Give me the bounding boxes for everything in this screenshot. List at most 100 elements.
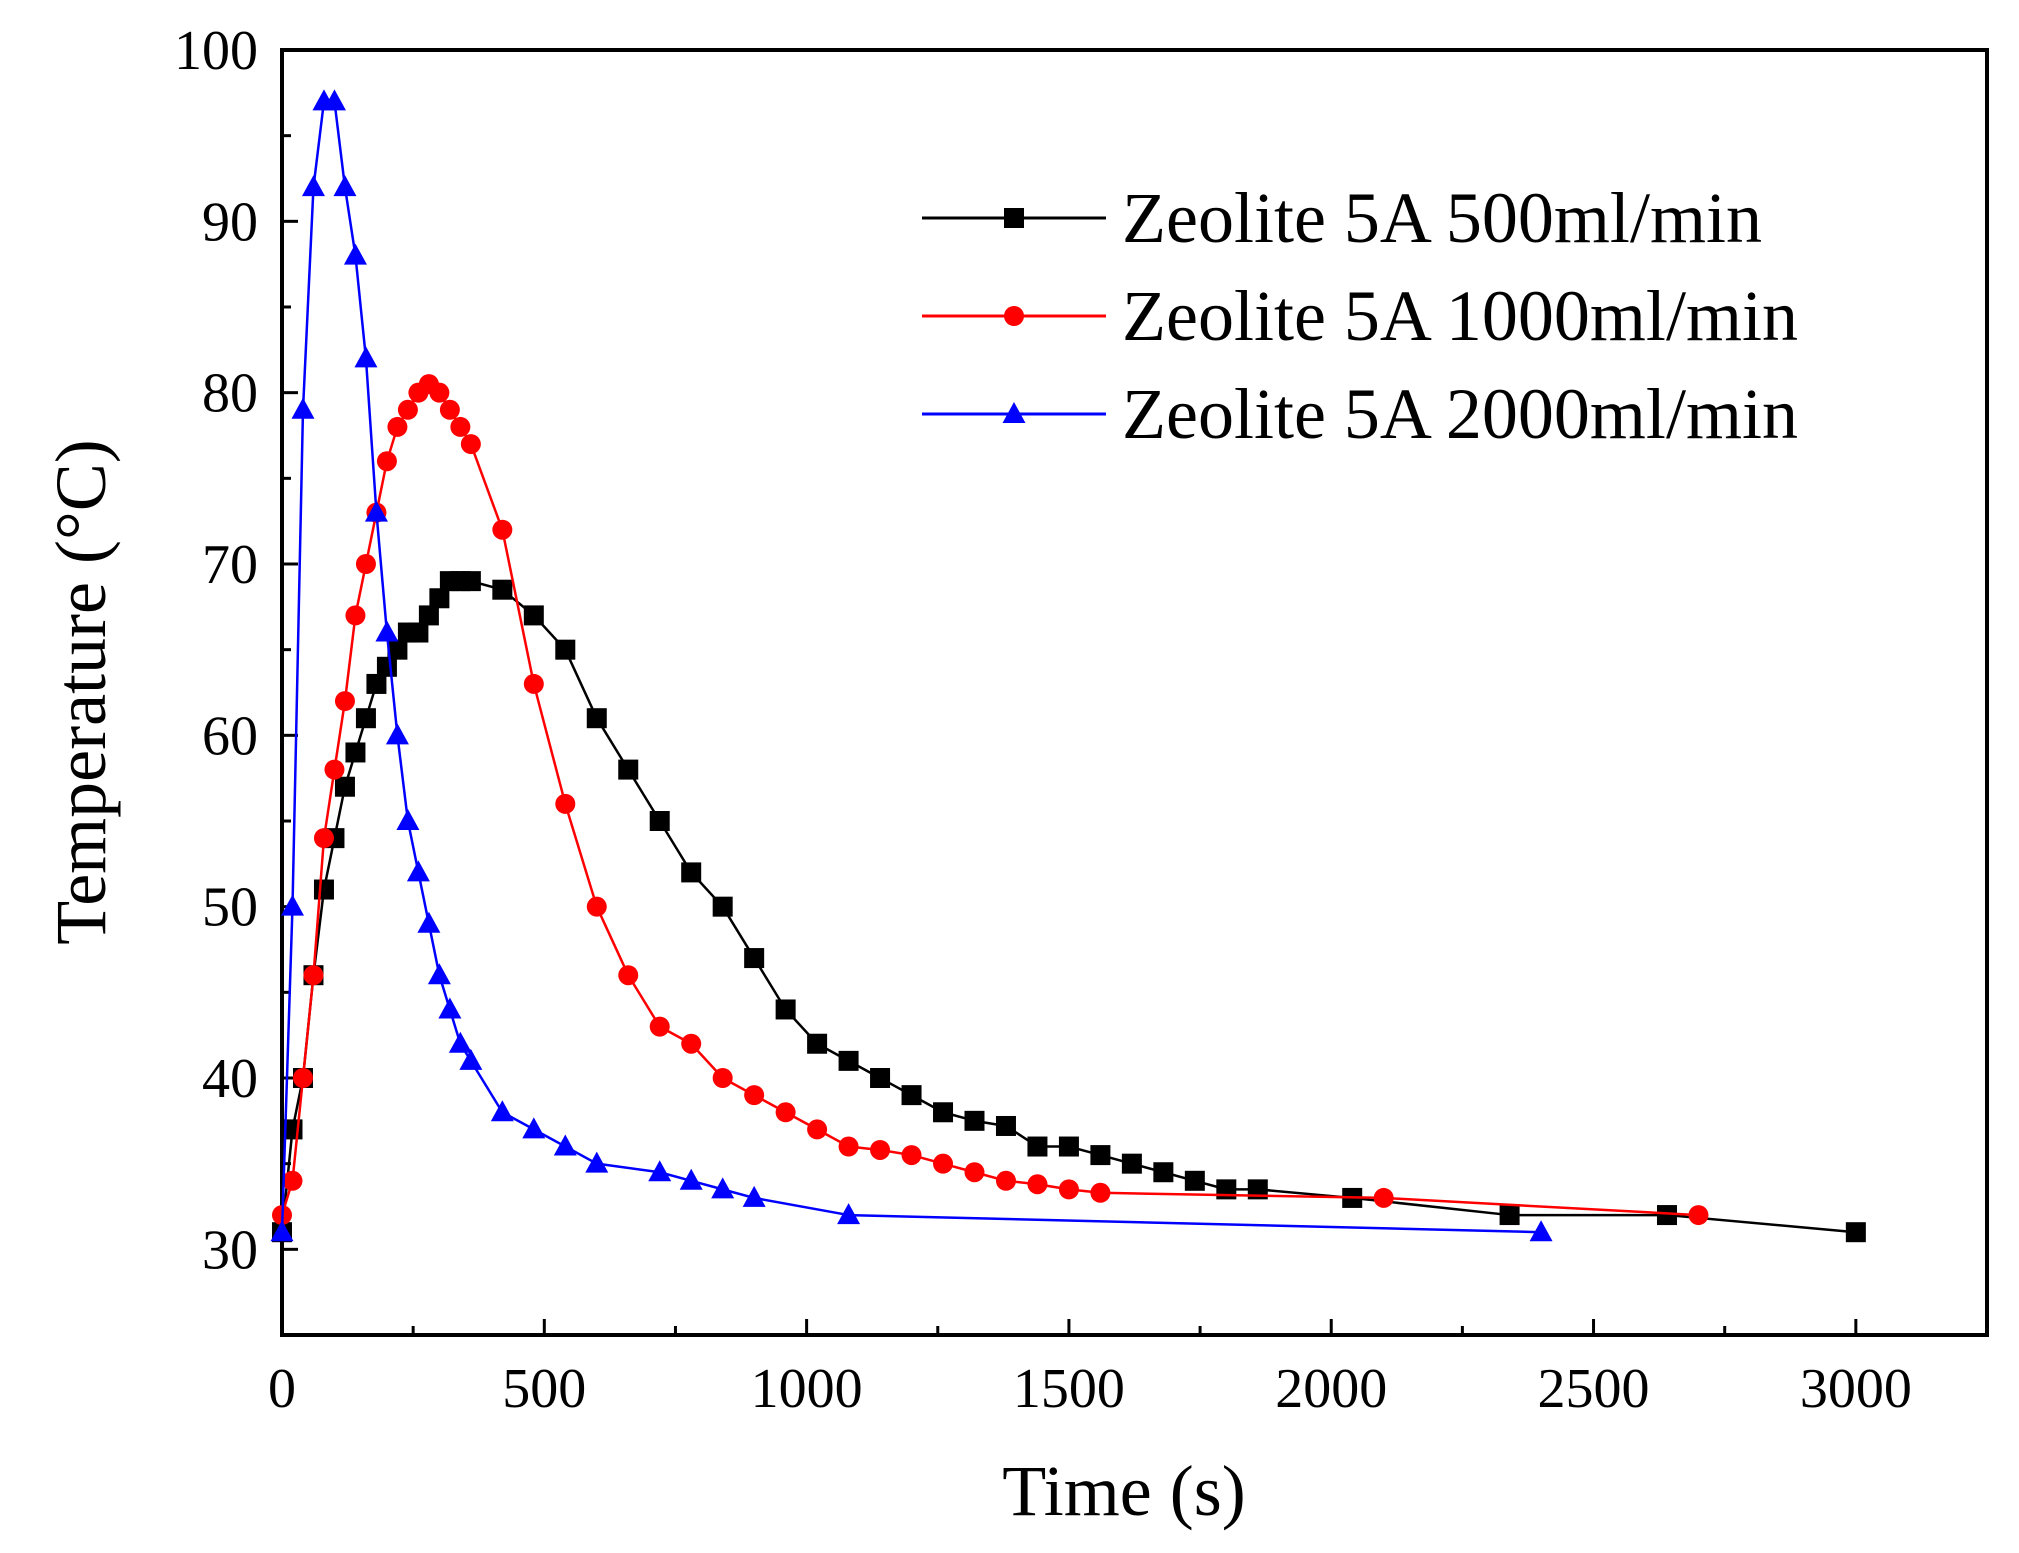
legend: Zeolite 5A 500ml/min Zeolite 5A 1000ml/mi… — [922, 178, 1798, 454]
data-point — [711, 1177, 735, 1199]
data-point — [1121, 1153, 1142, 1174]
data-point — [354, 346, 378, 368]
data-point — [870, 1068, 891, 1088]
series-1000ml — [272, 374, 1709, 1226]
data-point — [901, 1085, 922, 1106]
y-tick-label: 30 — [202, 1219, 258, 1281]
x-tick-label: 1500 — [1013, 1358, 1125, 1420]
data-point — [775, 999, 796, 1020]
data-point — [807, 1119, 828, 1140]
axis-ticks: 0 500 1000 1500 2000 2500 3000 30 40 50 60 70 80 90 10… — [174, 20, 1912, 1420]
data-point — [553, 1134, 577, 1156]
y-tick-label: 90 — [202, 191, 258, 253]
legend-label: Zeolite 5A 1000ml/min — [1122, 276, 1798, 356]
x-tick-label: 2000 — [1275, 1358, 1387, 1420]
data-point — [292, 1068, 313, 1088]
data-point — [1656, 1205, 1677, 1226]
data-point — [492, 519, 513, 540]
data-point — [460, 434, 481, 455]
data-point — [490, 1100, 514, 1122]
data-point — [681, 1033, 702, 1054]
data-point — [492, 579, 513, 600]
x-tick-label: 1000 — [751, 1358, 863, 1420]
data-point — [1373, 1187, 1394, 1208]
data-point — [406, 860, 430, 882]
data-point — [933, 1102, 954, 1123]
legend-item-500ml: Zeolite 5A 500ml/min — [922, 178, 1762, 258]
series-layer — [270, 89, 1866, 1243]
data-point — [282, 1170, 303, 1191]
data-point — [1184, 1170, 1205, 1191]
data-point — [744, 948, 765, 969]
data-point — [742, 1185, 766, 1207]
data-point — [270, 1220, 294, 1242]
data-point — [1058, 1179, 1079, 1200]
data-point — [1845, 1222, 1866, 1243]
data-point — [522, 1117, 546, 1139]
data-point — [1027, 1174, 1048, 1195]
data-point — [618, 965, 639, 986]
series-500ml — [272, 571, 1866, 1243]
data-point — [355, 708, 376, 729]
data-point — [364, 500, 388, 522]
data-point — [523, 673, 544, 694]
data-point — [837, 1203, 861, 1225]
data-point — [585, 1151, 609, 1173]
data-point — [429, 382, 450, 403]
series-line — [280, 382, 1699, 1217]
data-point — [324, 759, 345, 780]
data-point — [355, 554, 376, 574]
data-point — [322, 89, 346, 111]
data-point — [460, 571, 481, 592]
data-point — [345, 605, 366, 626]
data-point — [313, 828, 334, 849]
data-point — [775, 1102, 796, 1123]
data-point — [744, 1085, 765, 1106]
data-point — [681, 862, 702, 883]
data-point — [586, 896, 607, 917]
series-2000ml — [270, 89, 1553, 1242]
data-point — [712, 896, 733, 917]
data-point — [301, 175, 325, 197]
data-point — [1058, 1136, 1079, 1157]
data-point — [807, 1033, 828, 1054]
data-point — [838, 1050, 859, 1071]
data-point — [648, 1160, 672, 1182]
data-point — [995, 1170, 1016, 1191]
data-point — [429, 588, 450, 609]
legend-label: Zeolite 5A 500ml/min — [1122, 178, 1762, 258]
data-point — [376, 656, 397, 677]
data-point — [964, 1162, 985, 1183]
legend-marker — [1004, 208, 1024, 228]
data-point — [417, 911, 441, 933]
data-point — [303, 965, 324, 986]
data-point — [387, 416, 408, 437]
data-point — [555, 793, 576, 814]
data-point — [555, 639, 576, 660]
x-tick-label: 0 — [268, 1358, 296, 1420]
data-point — [448, 1031, 472, 1053]
y-tick-label: 40 — [202, 1048, 258, 1110]
x-tick-label: 3000 — [1800, 1358, 1912, 1420]
y-tick-label: 50 — [202, 877, 258, 939]
data-point — [376, 451, 397, 472]
data-point — [649, 1016, 670, 1037]
data-point — [1153, 1162, 1174, 1183]
data-point — [427, 963, 451, 985]
data-point — [385, 723, 409, 745]
data-point — [1499, 1205, 1520, 1226]
data-point — [313, 879, 334, 900]
data-point — [450, 416, 471, 437]
data-point — [334, 691, 355, 712]
data-point — [459, 1048, 483, 1070]
x-tick-label: 2500 — [1538, 1358, 1650, 1420]
data-point — [418, 605, 439, 626]
data-point — [649, 811, 670, 831]
data-point — [408, 622, 429, 643]
data-point — [396, 809, 420, 830]
data-point — [1090, 1145, 1111, 1166]
y-tick-label: 70 — [202, 534, 258, 596]
data-point — [1529, 1220, 1553, 1242]
